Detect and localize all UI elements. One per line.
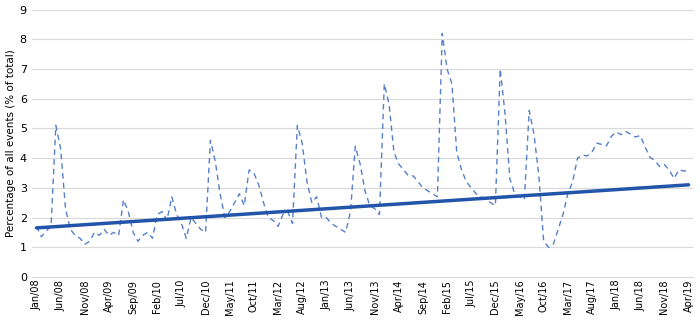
Y-axis label: Percentage of all events (% of total): Percentage of all events (% of total) [6,49,15,237]
